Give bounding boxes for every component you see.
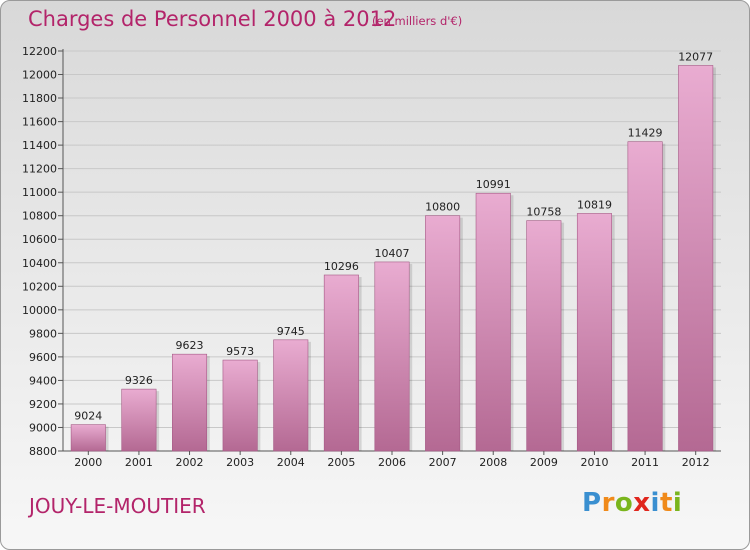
value-label: 10296: [324, 260, 359, 273]
bar: [627, 141, 663, 452]
bar: [374, 261, 410, 452]
bar: [121, 388, 157, 452]
bar: [678, 65, 714, 452]
chart-title: Charges de Personnel 2000 à 2012: [28, 7, 397, 31]
value-label: 9024: [74, 410, 102, 423]
y-tick-label: 10600: [22, 233, 57, 246]
logo-letter: i: [672, 488, 683, 518]
logo-letter: r: [601, 488, 615, 518]
bar: [475, 192, 511, 452]
x-tick-label: 2002: [176, 456, 204, 469]
value-label: 10800: [425, 201, 460, 214]
value-label: 11429: [628, 127, 663, 140]
logo-letter: i: [650, 488, 660, 518]
commune-name: JOUY-LE-MOUTIER: [29, 494, 206, 518]
proxiti-logo: Proxiti: [582, 488, 682, 518]
y-tick-label: 11800: [22, 92, 57, 105]
bar: [172, 353, 208, 452]
bar: [425, 215, 461, 452]
x-tick-label: 2005: [327, 456, 355, 469]
y-tick-label: 11000: [22, 186, 57, 199]
y-tick-label: 12000: [22, 69, 57, 82]
value-label: 10819: [577, 198, 612, 211]
y-tick-label: 10200: [22, 280, 57, 293]
y-tick-label: 10800: [22, 210, 57, 223]
value-label: 10407: [375, 247, 410, 260]
x-tick-label: 2011: [631, 456, 659, 469]
y-tick-label: 11600: [22, 116, 57, 129]
x-tick-label: 2003: [226, 456, 254, 469]
y-tick-label: 9000: [29, 421, 57, 434]
bar: [576, 213, 612, 452]
bar: [526, 220, 562, 452]
value-label: 10758: [526, 206, 561, 219]
x-tick-label: 2012: [682, 456, 710, 469]
value-label: 9623: [176, 339, 204, 352]
value-label: 9326: [125, 374, 153, 387]
y-tick-label: 11200: [22, 163, 57, 176]
y-tick-label: 9200: [29, 398, 57, 411]
y-tick-label: 9600: [29, 351, 57, 364]
x-tick-label: 2006: [378, 456, 406, 469]
y-tick-label: 10400: [22, 257, 57, 270]
x-tick-label: 2004: [277, 456, 305, 469]
value-label: 10991: [476, 178, 511, 191]
y-tick-label: 9400: [29, 374, 57, 387]
value-label: 12077: [678, 50, 713, 63]
bar: [273, 339, 309, 452]
logo-letter: x: [633, 488, 651, 518]
logo-letter: t: [659, 488, 673, 518]
bar: [323, 274, 359, 452]
y-tick-label: 10000: [22, 304, 57, 317]
logo-letter: P: [582, 488, 602, 518]
bar: [222, 359, 258, 452]
y-tick-label: 9800: [29, 327, 57, 340]
x-tick-label: 2008: [479, 456, 507, 469]
x-tick-label: 2010: [580, 456, 608, 469]
y-tick-label: 12200: [22, 45, 57, 58]
y-tick-label: 8800: [29, 445, 57, 458]
x-tick-label: 2001: [125, 456, 153, 469]
value-label: 9573: [226, 345, 254, 358]
y-tick-label: 11400: [22, 139, 57, 152]
x-tick-label: 2000: [74, 456, 102, 469]
x-tick-label: 2007: [429, 456, 457, 469]
bar: [70, 424, 106, 452]
logo-letter: o: [614, 488, 634, 518]
value-label: 9745: [277, 325, 305, 338]
chart-subtitle: (en milliers d'€): [372, 14, 463, 28]
x-tick-label: 2009: [530, 456, 558, 469]
